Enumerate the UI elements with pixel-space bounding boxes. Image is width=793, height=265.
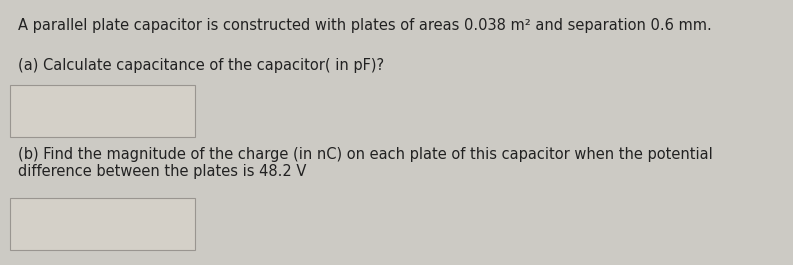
Bar bbox=[10, 85, 195, 137]
Text: A parallel plate capacitor is constructed with plates of areas 0.038 m² and sepa: A parallel plate capacitor is constructe… bbox=[18, 18, 712, 33]
Bar bbox=[10, 198, 195, 250]
Text: (a) Calculate capacitance of the capacitor( in pF)?: (a) Calculate capacitance of the capacit… bbox=[18, 58, 384, 73]
Text: difference between the plates is 48.2 V: difference between the plates is 48.2 V bbox=[18, 164, 306, 179]
Text: (b) Find the magnitude of the charge (in nC) on each plate of this capacitor whe: (b) Find the magnitude of the charge (in… bbox=[18, 147, 713, 162]
